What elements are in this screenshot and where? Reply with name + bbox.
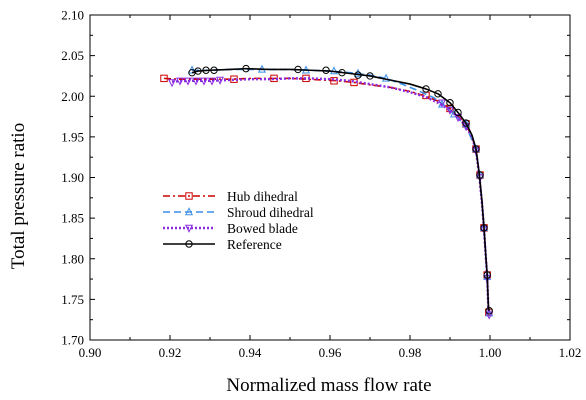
- y-tick-label: 2.00: [61, 89, 84, 104]
- series-point-reference: [210, 66, 218, 74]
- y-tick-label: 1.80: [61, 251, 84, 266]
- series-point-bowed-blade: [175, 77, 185, 86]
- legend-marker-hub-dihedral: [185, 192, 193, 200]
- series-point-bowed-blade: [183, 77, 193, 86]
- y-tick-label: 1.75: [61, 292, 84, 307]
- series-point-reference: [294, 65, 302, 74]
- series-line-reference: [191, 67, 490, 311]
- y-tick-label: 2.05: [61, 48, 84, 63]
- legend-label-bowed-blade: Bowed blade: [227, 221, 298, 236]
- series-point-reference: [434, 90, 442, 98]
- series-point-bowed-blade: [485, 311, 494, 320]
- legend-marker-shroud-dihedral: [184, 207, 194, 216]
- series-point-bowed-blade: [215, 76, 225, 85]
- series-point-bowed-blade: [453, 114, 463, 123]
- series-point-bowed-blade: [167, 79, 177, 88]
- series-point-shroud-dihedral: [381, 73, 391, 82]
- y-tick-label: 2.10: [61, 8, 84, 23]
- series-point-reference: [202, 66, 210, 74]
- legend-item-bowed-blade: Bowed blade: [163, 221, 298, 236]
- x-axis-ticks: 0.90 0.92 0.94 0.96 0.98 1.00 1.02: [79, 15, 582, 360]
- legend-label-shroud-dihedral: Shroud dihedral: [227, 205, 314, 220]
- y-tick-label: 1.95: [61, 129, 84, 144]
- series-point-reference: [485, 307, 493, 315]
- series-point-bowed-blade: [437, 99, 447, 108]
- legend-label-reference: Reference: [227, 237, 282, 252]
- x-tick-label: 1.00: [479, 345, 502, 360]
- series-point-reference: [366, 72, 374, 80]
- series-point-hub-dihedral: [160, 74, 168, 83]
- series-point-bowed-blade: [199, 77, 209, 86]
- series-point-reference: [483, 271, 491, 279]
- plot-frame: [89, 14, 571, 341]
- series-point-reference: [480, 224, 488, 232]
- series-line-bowed-blade: [171, 77, 491, 315]
- series-reference: [188, 64, 493, 315]
- x-axis-title: Normalized mass flow rate: [226, 375, 431, 396]
- plot-area: [89, 14, 571, 341]
- series-point-shroud-dihedral: [353, 68, 363, 77]
- series-point-bowed-blade: [207, 77, 217, 86]
- series-point-reference: [194, 67, 202, 75]
- series-point-reference: [446, 99, 454, 107]
- x-tick-label: 0.96: [319, 345, 342, 360]
- series-point-reference: [322, 66, 330, 74]
- series-point-bowed-blade: [445, 106, 455, 115]
- series-point-shroud-dihedral: [485, 308, 494, 317]
- series-layer: [160, 64, 494, 320]
- x-tick-label: 1.02: [559, 345, 582, 360]
- legend-marker-reference: [185, 240, 193, 248]
- series-point-reference: [422, 85, 430, 93]
- y-tick-label: 1.90: [61, 170, 84, 185]
- series-point-reference: [472, 145, 480, 153]
- series-point-reference: [354, 71, 362, 79]
- series-point-reference: [454, 108, 462, 117]
- y-axis-ticks: 1.70 1.75 1.80 1.85 1.90 1.95 2.00 2.05 2.10: [61, 8, 570, 348]
- legend-marker-bowed-blade: [184, 224, 194, 233]
- series-point-bowed-blade: [191, 77, 201, 86]
- legend-item-shroud-dihedral: Shroud dihedral: [163, 205, 314, 220]
- y-tick-label: 1.85: [61, 211, 84, 226]
- y-tick-label: 1.70: [61, 333, 84, 348]
- x-tick-label: 0.90: [79, 345, 102, 360]
- x-tick-label: 0.98: [399, 345, 422, 360]
- legend-label-hub-dihedral: Hub dihedral: [227, 189, 298, 204]
- series-point-reference: [242, 64, 250, 73]
- series-point-reference: [476, 171, 484, 179]
- series-bowed-blade: [167, 76, 494, 320]
- series-point-reference: [462, 119, 470, 127]
- legend-item-hub-dihedral: Hub dihedral: [163, 189, 298, 204]
- y-axis-title: Total pressure ratio: [8, 123, 29, 269]
- x-tick-label: 0.94: [239, 345, 262, 360]
- series-point-reference: [338, 68, 346, 77]
- legend-item-reference: Reference: [163, 237, 282, 252]
- x-tick-label: 0.92: [159, 345, 182, 360]
